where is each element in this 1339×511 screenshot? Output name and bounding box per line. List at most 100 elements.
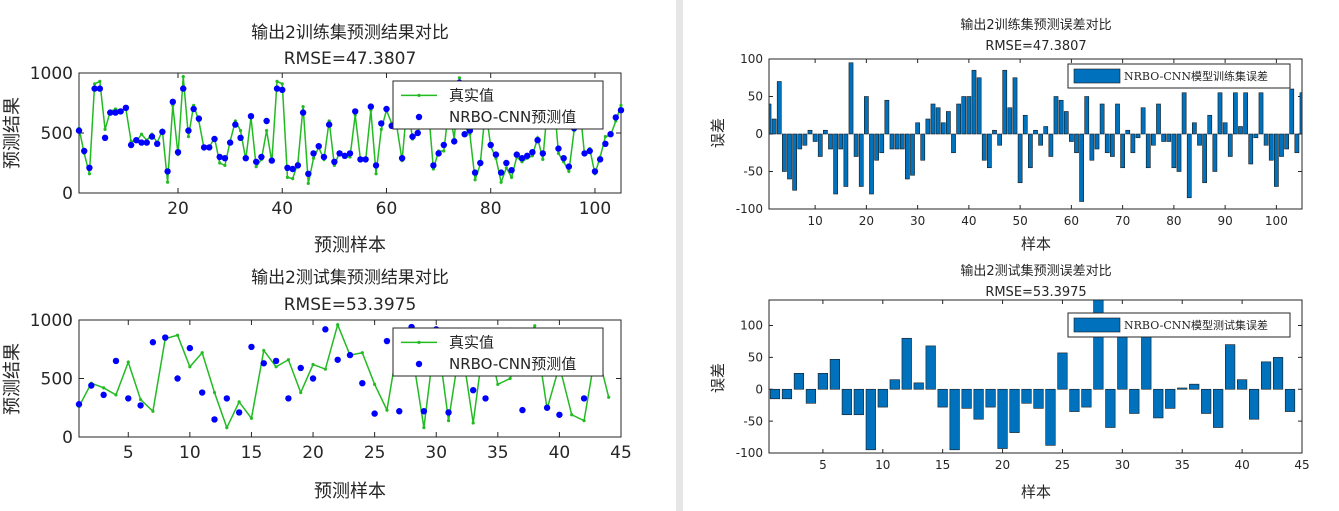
predicted-value-point [378, 120, 385, 127]
predicted-value-point [91, 85, 98, 92]
true-value-point [499, 180, 503, 184]
predicted-value-point [445, 409, 452, 416]
predicted-value-point [75, 127, 83, 134]
legend-dot-icon [417, 340, 421, 344]
predicted-value-point [398, 155, 406, 162]
legend-label: 真实值 [449, 86, 494, 104]
predicted-value-point [284, 164, 291, 171]
error-bar [817, 373, 828, 390]
chart-title: 输出2测试集预测误差对比 [960, 263, 1111, 279]
predicted-value-point [469, 387, 477, 394]
error-bar [915, 122, 920, 135]
predicted-value-point [451, 138, 458, 145]
y-tick-label: 1000 [30, 311, 73, 331]
true-value-point [238, 129, 243, 133]
predicted-value-point [235, 409, 243, 416]
predicted-value-point [580, 395, 588, 402]
predicted-value-point [352, 108, 359, 115]
x-tick-label: 5 [819, 458, 827, 472]
error-bar [1043, 126, 1049, 135]
error-bar [901, 337, 912, 390]
true-value-point [265, 129, 269, 133]
error-bar [1289, 88, 1295, 135]
true-value-point [138, 397, 143, 402]
x-tick-label: 40 [961, 214, 976, 228]
predicted-value-point [523, 152, 531, 159]
error-bar [956, 103, 961, 135]
error-bar [889, 133, 895, 150]
error-bar [1069, 388, 1080, 412]
error-bar [1171, 133, 1177, 169]
true-value-point [607, 395, 611, 399]
predicted-value-point [420, 408, 428, 415]
predicted-value-point [414, 129, 421, 137]
error-bar [1117, 336, 1128, 390]
predicted-value-point [252, 158, 260, 165]
error-bar [1022, 114, 1028, 135]
left-charts-canvas: 输出2训练集预测结果对比 RMSE=47.3807 预测样本 预测结果 20 40… [2, 23, 632, 502]
predicted-value-point [556, 411, 563, 418]
right-charts-canvas: 输出2训练集预测误差对比 RMSE=47.3807 样本 误差 10 20 30 40… [709, 17, 1310, 501]
error-bar [793, 373, 805, 390]
y-axis-label: 误差 [709, 363, 727, 393]
predicted-value-point [430, 162, 437, 169]
x-tick-label: 40 [271, 199, 293, 219]
predicted-value-point [112, 357, 120, 365]
error-bar [1105, 388, 1116, 428]
true-value-point [286, 358, 291, 362]
true-value-point [374, 172, 378, 176]
predicted-value-point [508, 167, 515, 174]
true-value-point [223, 163, 227, 167]
predicted-value-point [513, 151, 520, 158]
error-bar [1007, 107, 1013, 135]
error-bar [1045, 388, 1056, 446]
predicted-value-point [477, 159, 484, 167]
true-value-point [311, 362, 315, 367]
true-value-point [509, 175, 514, 179]
y-tick-label: 1000 [30, 64, 73, 84]
error-bar [949, 388, 960, 451]
y-tick-label: 50 [748, 90, 763, 104]
error-bar [987, 133, 992, 169]
error-bar [838, 133, 844, 150]
true-value-point [237, 400, 241, 404]
predicted-value-point [211, 416, 218, 423]
predicted-value-point [75, 401, 83, 408]
error-bar [1260, 361, 1272, 390]
error-bar [946, 111, 951, 135]
error-bar [1237, 379, 1248, 390]
error-bar [874, 133, 879, 161]
error-bar [1225, 344, 1236, 390]
true-value-point [218, 161, 222, 165]
error-bar [997, 133, 1002, 146]
true-value-point [504, 166, 508, 170]
true-value-point [274, 365, 278, 369]
chart-title: 输出2测试集预测结果对比 [251, 268, 449, 288]
chart-subtitle: RMSE=47.3807 [284, 49, 417, 69]
error-bar [1033, 129, 1038, 135]
error-bar [935, 107, 941, 135]
predicted-value-point [174, 375, 181, 382]
error-bar [1153, 388, 1164, 419]
x-tick-label: 15 [241, 443, 263, 463]
true-value-point [102, 386, 106, 390]
error-bar [769, 388, 781, 400]
predicted-value-point [383, 105, 390, 113]
error-bar [1130, 133, 1136, 154]
x-tick-label: 30 [1115, 458, 1130, 472]
predicted-value-point [519, 406, 526, 414]
x-tick-label: 80 [1166, 214, 1181, 228]
predicted-value-point [440, 141, 448, 149]
predicted-value-point [258, 153, 265, 161]
predicted-value-point [503, 159, 510, 167]
error-bar [1274, 133, 1279, 187]
x-tick-label: 100 [1265, 214, 1288, 228]
error-bar [1248, 388, 1260, 420]
error-bar [1084, 96, 1090, 135]
predicted-value-point [322, 326, 329, 333]
true-value-point [619, 103, 623, 107]
predicted-value-point [461, 131, 468, 138]
error-bar [1053, 96, 1059, 135]
predicted-value-point [367, 103, 375, 110]
